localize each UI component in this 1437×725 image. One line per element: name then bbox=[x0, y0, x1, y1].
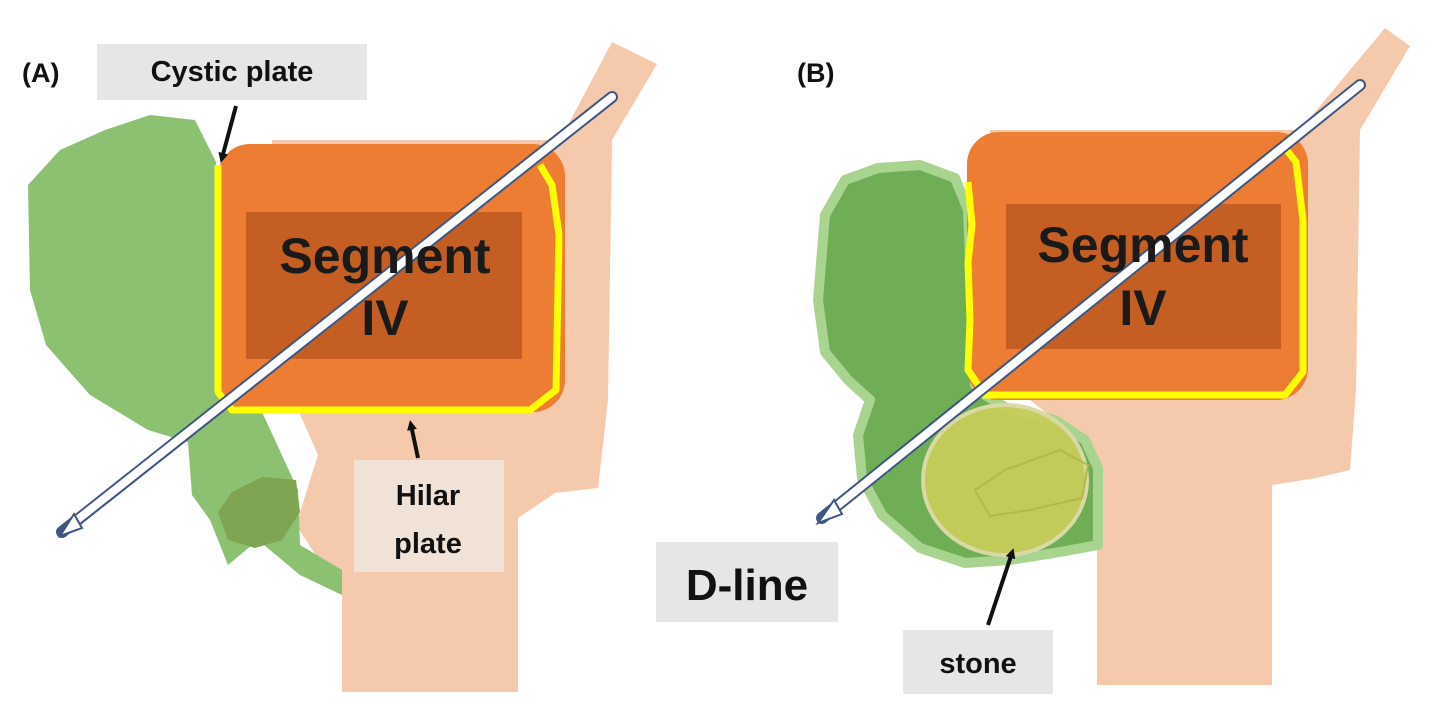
panel-a-segment-iv-inner bbox=[246, 212, 522, 359]
panel-a-hilar-plate-text-2: plate bbox=[394, 528, 462, 560]
panel-a-cystic-duct bbox=[218, 477, 300, 548]
panel-a-hilar-plate-text-1: Hilar bbox=[396, 480, 460, 512]
panel-a-hilar-plate-arrow bbox=[407, 420, 420, 459]
panel-b-stone bbox=[921, 403, 1089, 557]
panel-a: (A) Segment IV Cystic plate Hilar plate bbox=[22, 42, 657, 692]
panel-b-stone-label: stone bbox=[939, 648, 1016, 680]
panel-a-cystic-plate-label: Cystic plate bbox=[151, 56, 314, 88]
panel-b-stone-box bbox=[903, 630, 1053, 694]
panel-b-segment-iv-inner bbox=[1006, 204, 1281, 349]
panel-a-label: (A) bbox=[22, 58, 59, 88]
panel-a-gallbladder bbox=[28, 115, 342, 595]
panel-b-plate-outline bbox=[964, 145, 1307, 399]
panel-a-hilar-plate-box bbox=[354, 460, 504, 572]
panel-a-segment-text-2: IV bbox=[361, 290, 409, 346]
panel-a-plate-outline bbox=[214, 163, 563, 414]
panel-b: (B) Segment IV D-line stone bbox=[656, 28, 1410, 694]
panel-a-segment-text-1: Segment bbox=[279, 228, 491, 284]
panel-b-plate-arrow-fill bbox=[828, 81, 1364, 514]
panel-b-dline-label: D-line bbox=[686, 561, 808, 610]
panel-a-plate-arrow-fill bbox=[68, 93, 616, 528]
panel-b-stone-duct bbox=[973, 448, 1090, 518]
panel-a-cystic-plate-arrow bbox=[218, 105, 238, 163]
panel-b-arrow-head bbox=[815, 498, 844, 526]
panel-b-segment-text-2: IV bbox=[1119, 280, 1167, 336]
panel-b-dline-box bbox=[656, 542, 838, 622]
panel-b-label: (B) bbox=[797, 58, 834, 88]
panel-a-arrow-head bbox=[57, 512, 84, 538]
panel-a-cystic-plate-box bbox=[97, 44, 367, 100]
panel-b-stone-arrow bbox=[986, 548, 1016, 626]
panel-b-segment-text-1: Segment bbox=[1037, 217, 1249, 273]
